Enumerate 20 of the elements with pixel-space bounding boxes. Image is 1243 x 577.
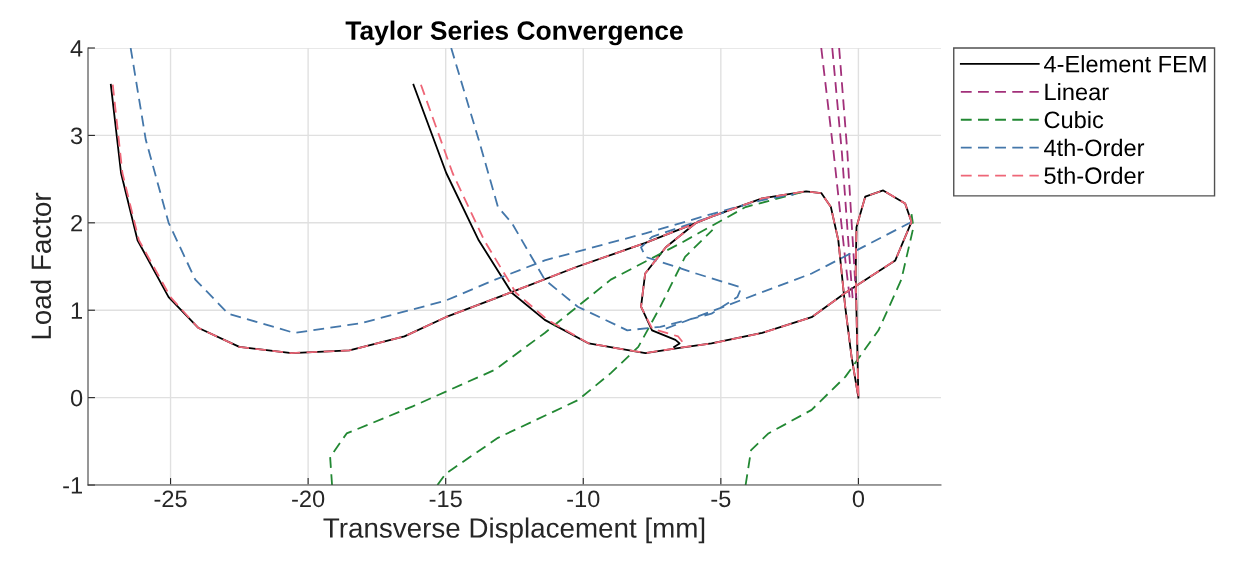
y-tick-label: 4 [70, 40, 83, 57]
legend-label: 4-Element FEM [1044, 55, 1206, 73]
y-tick-label: -1 [63, 477, 82, 494]
y-tick-label: 1 [71, 302, 82, 319]
y-tick-label: 0 [70, 389, 83, 407]
x-tick-label: -10 [567, 490, 600, 508]
legend-label: Linear [1045, 83, 1109, 101]
y-tick-label: 2 [71, 214, 82, 232]
x-tick-label: 0 [852, 490, 865, 508]
legend-label: Cubic [1044, 110, 1104, 129]
chart-title: Taylor Series Convergence [345, 20, 683, 46]
legend-label: 5th-Order [1044, 166, 1145, 185]
legend-label: 4th-Order [1044, 138, 1145, 157]
y-tick-label: 3 [70, 127, 83, 145]
x-tick-label: -5 [711, 490, 731, 508]
x-tick-label: -25 [154, 490, 187, 508]
x-tick-label: -15 [429, 490, 462, 508]
x-axis-title: Transverse Displacement [mm] [323, 517, 705, 544]
x-tick-label: -20 [292, 490, 325, 508]
y-axis-title: Load Factor [30, 192, 52, 339]
